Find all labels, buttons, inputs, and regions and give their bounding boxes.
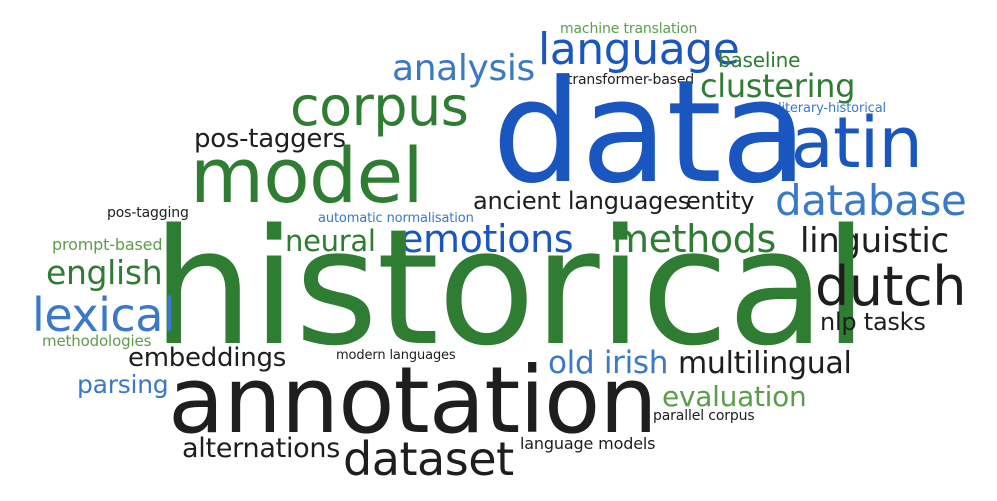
word-model: model [190,131,424,220]
word-automatic-normalisation: automatic normalisation [318,211,474,226]
word-language: language [538,24,740,75]
word-language-models: language models [520,434,656,453]
word-neural: neural [285,224,376,258]
word-data: data [492,50,808,215]
word-prompt-based: prompt-based [52,235,163,254]
word-latin: latin [772,102,923,184]
word-annotation: annotation [168,347,658,454]
word-machine-translation: machine translation [560,21,698,37]
word-evaluation: evaluation [662,380,807,413]
word-dutch: dutch [815,255,966,318]
word-modern-languages: modern languages [336,348,456,363]
word-clustering: clustering [700,67,856,105]
word-literary-historical: literary-historical [778,101,887,116]
word-entity: entity [686,187,755,215]
word-pos-tagging: pos-tagging [107,205,189,221]
word-transformer-based: transformer-based [567,72,695,88]
word-emotions: emotions [400,217,574,261]
word-parallel-corpus: parallel corpus [653,408,755,424]
word-parsing: parsing [77,370,169,399]
word-linguistic: linguistic [800,221,949,261]
word-analysis: analysis [392,48,535,89]
word-multilingual: multilingual [678,346,852,381]
word-database: database [775,176,967,225]
word-embeddings: embeddings [128,343,286,373]
word-lexical: lexical [32,288,176,342]
word-nlp-tasks: nlp tasks [820,308,926,336]
word-corpus: corpus [290,75,469,138]
word-pos-taggers: pos-taggers [194,124,346,154]
word-ancient-languages: ancient languages [473,187,690,215]
word-alternations: alternations [182,433,341,464]
word-methodologies: methodologies [42,332,152,350]
word-methods: methods [612,217,776,261]
word-dataset: dataset [343,432,514,486]
word-english: english [46,253,163,292]
word-old-irish: old irish [548,345,669,381]
word-baseline: baseline [718,48,801,72]
word-historical: historical [152,194,868,381]
